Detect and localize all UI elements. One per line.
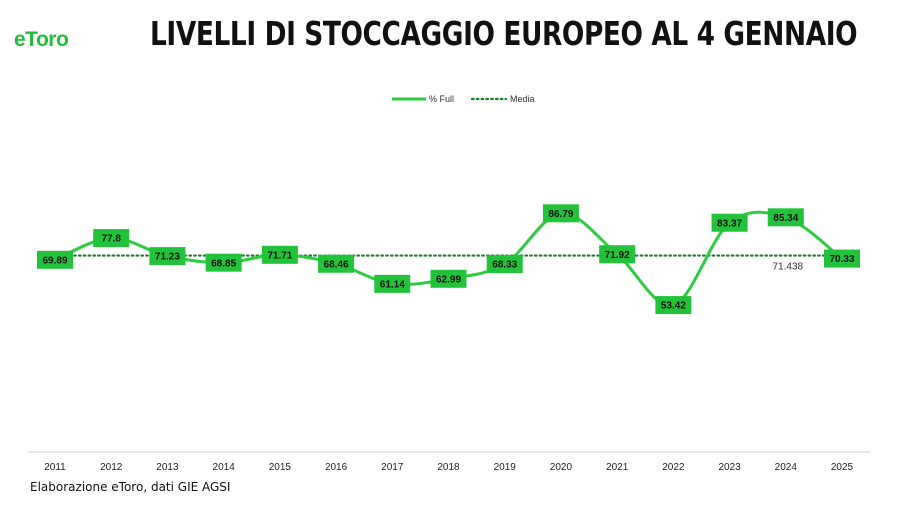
data-label: 71.71 — [267, 250, 292, 261]
data-label-box — [205, 253, 242, 272]
x-tick-label: 2017 — [381, 462, 404, 473]
x-tick-label: 2022 — [662, 462, 685, 473]
data-label-box — [486, 255, 523, 274]
x-tick-label: 2023 — [718, 462, 741, 473]
x-tick-label: 2024 — [775, 462, 798, 473]
x-tick-label: 2019 — [494, 462, 517, 473]
x-tick-label: 2011 — [44, 462, 66, 473]
data-label-box — [599, 245, 636, 264]
x-tick-label: 2021 — [606, 462, 629, 473]
series-line-pct-full — [53, 210, 844, 307]
data-label-box — [318, 254, 355, 273]
x-tick-label: 2015 — [269, 462, 292, 473]
x-tick-label: 2016 — [325, 462, 348, 473]
data-label-box — [767, 208, 804, 227]
legend-label-media: Media — [510, 94, 535, 104]
source-note: Elaborazione eToro, dati GIE AGSI — [30, 480, 231, 494]
data-label: 77.8 — [101, 234, 121, 245]
data-label-box — [655, 296, 692, 315]
data-label: 61.14 — [380, 279, 405, 290]
x-tick-label: 2018 — [437, 462, 460, 473]
data-label: 68.46 — [324, 259, 349, 270]
data-label: 70.33 — [829, 254, 854, 265]
data-label: 68.85 — [211, 258, 236, 269]
data-label: 53.42 — [661, 301, 686, 312]
data-label-box — [374, 274, 411, 293]
legend-label-pct-full: % Full — [429, 94, 454, 104]
data-label-box — [37, 250, 73, 269]
data-label: 83.37 — [717, 218, 742, 229]
data-label-box — [93, 229, 130, 248]
average-value-label: 71.438 — [772, 262, 803, 273]
data-label-box — [430, 269, 467, 288]
etoro-logo: eToro — [14, 28, 69, 51]
x-tick-label: 2014 — [213, 462, 236, 473]
data-label-box — [261, 245, 298, 264]
data-label: 71.23 — [155, 252, 180, 263]
data-label: 85.34 — [773, 213, 798, 224]
data-label: 71.92 — [605, 250, 630, 261]
x-tick-label: 2025 — [831, 462, 854, 473]
data-label-box — [711, 213, 748, 232]
data-label-box — [149, 247, 186, 266]
data-label: 69.89 — [42, 255, 67, 266]
data-label: 86.79 — [548, 209, 573, 220]
data-label: 68.33 — [492, 260, 517, 271]
data-label-box — [542, 204, 579, 223]
data-label: 62.99 — [436, 274, 461, 285]
x-tick-label: 2012 — [100, 462, 123, 473]
x-tick-label: 2013 — [156, 462, 179, 473]
data-label-box — [824, 249, 860, 268]
x-tick-label: 2020 — [550, 462, 573, 473]
